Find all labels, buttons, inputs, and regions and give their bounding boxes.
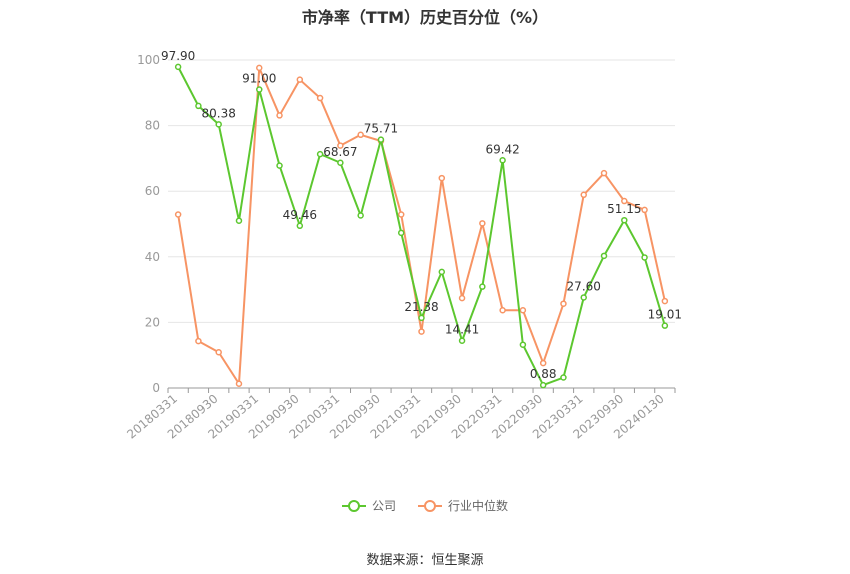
data-point-industry-median: [600, 169, 608, 177]
grid-lines: [168, 59, 675, 323]
data-point-industry-median: [256, 64, 263, 72]
data-point-industry-median: [539, 359, 547, 367]
data-point-company: [519, 341, 527, 348]
data-point-industry-median: [560, 300, 567, 307]
series-lines: [174, 63, 669, 389]
data-point-company: [539, 381, 547, 389]
data-point-industry-median: [174, 211, 182, 218]
data-point-industry-median: [580, 191, 587, 199]
data-point-company: [458, 337, 466, 344]
legend-swatch-company: [341, 499, 366, 513]
data-point-company: [337, 159, 344, 167]
data-source: 数据来源：恒生聚源: [366, 553, 484, 568]
y-tick-label: 100: [137, 53, 160, 67]
data-point-company: [479, 283, 486, 290]
data-label: 14.41: [445, 323, 479, 337]
data-point-industry-median: [479, 220, 486, 227]
data-point-industry-median: [337, 142, 344, 149]
data-label: 97.90: [161, 49, 195, 63]
data-point-industry-median: [458, 294, 466, 302]
data-point-industry-median: [215, 348, 222, 356]
data-label: 80.38: [202, 106, 236, 120]
data-label: 19.01: [648, 308, 682, 322]
data-label: 21.38: [404, 300, 438, 314]
data-point-company: [256, 86, 263, 93]
data-point-company: [661, 322, 669, 329]
data-label: 75.71: [364, 122, 398, 136]
y-tick-label: 80: [145, 119, 160, 133]
data-point-company: [499, 157, 506, 164]
data-point-industry-median: [296, 76, 304, 83]
legend-item-company[interactable]: 公司: [341, 497, 396, 514]
data-point-company: [580, 294, 587, 301]
data-point-industry-median: [621, 197, 628, 205]
legend-label-industry-median: 行业中位数: [448, 499, 509, 513]
chart-title: 市净率（TTM）历史百分位（%）: [301, 8, 549, 27]
y-tick-label: 20: [145, 315, 160, 329]
data-point-industry-median: [499, 307, 506, 314]
data-label: 27.60: [567, 279, 601, 293]
data-point-industry-median: [235, 380, 243, 387]
legend-item-industry-median[interactable]: 行业中位数: [418, 497, 508, 514]
series-line-industry-median: [177, 66, 666, 385]
legend-label-company: 公司: [371, 499, 396, 513]
data-point-company: [357, 212, 364, 219]
data-label: 68.67: [323, 145, 357, 159]
y-tick-label: 0: [152, 381, 160, 395]
data-point-industry-median: [438, 174, 446, 182]
data-point-company: [397, 229, 405, 237]
data-point-company: [377, 136, 385, 143]
data-point-industry-median: [418, 328, 425, 335]
data-label: 0.88: [530, 367, 557, 381]
data-point-industry-median: [195, 337, 202, 345]
legend: 公司 行业中位数: [0, 497, 850, 514]
data-point-industry-median: [357, 131, 364, 139]
data-point-company: [600, 252, 608, 260]
data-label: 91.00: [242, 72, 276, 86]
data-point-company: [276, 162, 283, 169]
data-point-industry-median: [316, 94, 324, 102]
data-point-industry-median: [641, 206, 648, 214]
data-labels: 97.90 80.38 91.00 49.46 68.67 75.71 21.38 14.41…: [161, 49, 682, 381]
data-point-company: [195, 102, 202, 110]
data-point-company: [621, 216, 628, 224]
data-point-company: [418, 314, 425, 322]
data-point-company: [316, 150, 324, 158]
data-point-company: [438, 268, 446, 276]
data-point-company: [235, 217, 243, 224]
y-tick-label: 60: [145, 184, 160, 198]
data-point-industry-median: [276, 112, 283, 119]
data-point-company: [174, 63, 182, 71]
data-point-company: [641, 254, 648, 261]
data-point-company: [296, 222, 304, 230]
series-line-company: [177, 66, 666, 387]
data-point-company: [560, 374, 567, 381]
data-point-industry-median: [661, 297, 669, 305]
data-point-industry-median: [397, 211, 405, 218]
data-point-industry-median: [519, 307, 527, 314]
data-label: 49.46: [283, 208, 317, 222]
data-label: 51.15: [607, 202, 641, 216]
legend-swatch-industry-median: [418, 499, 442, 513]
data-label: 69.42: [485, 142, 519, 156]
data-point-company: [215, 121, 222, 128]
y-tick-label: 40: [145, 250, 160, 264]
